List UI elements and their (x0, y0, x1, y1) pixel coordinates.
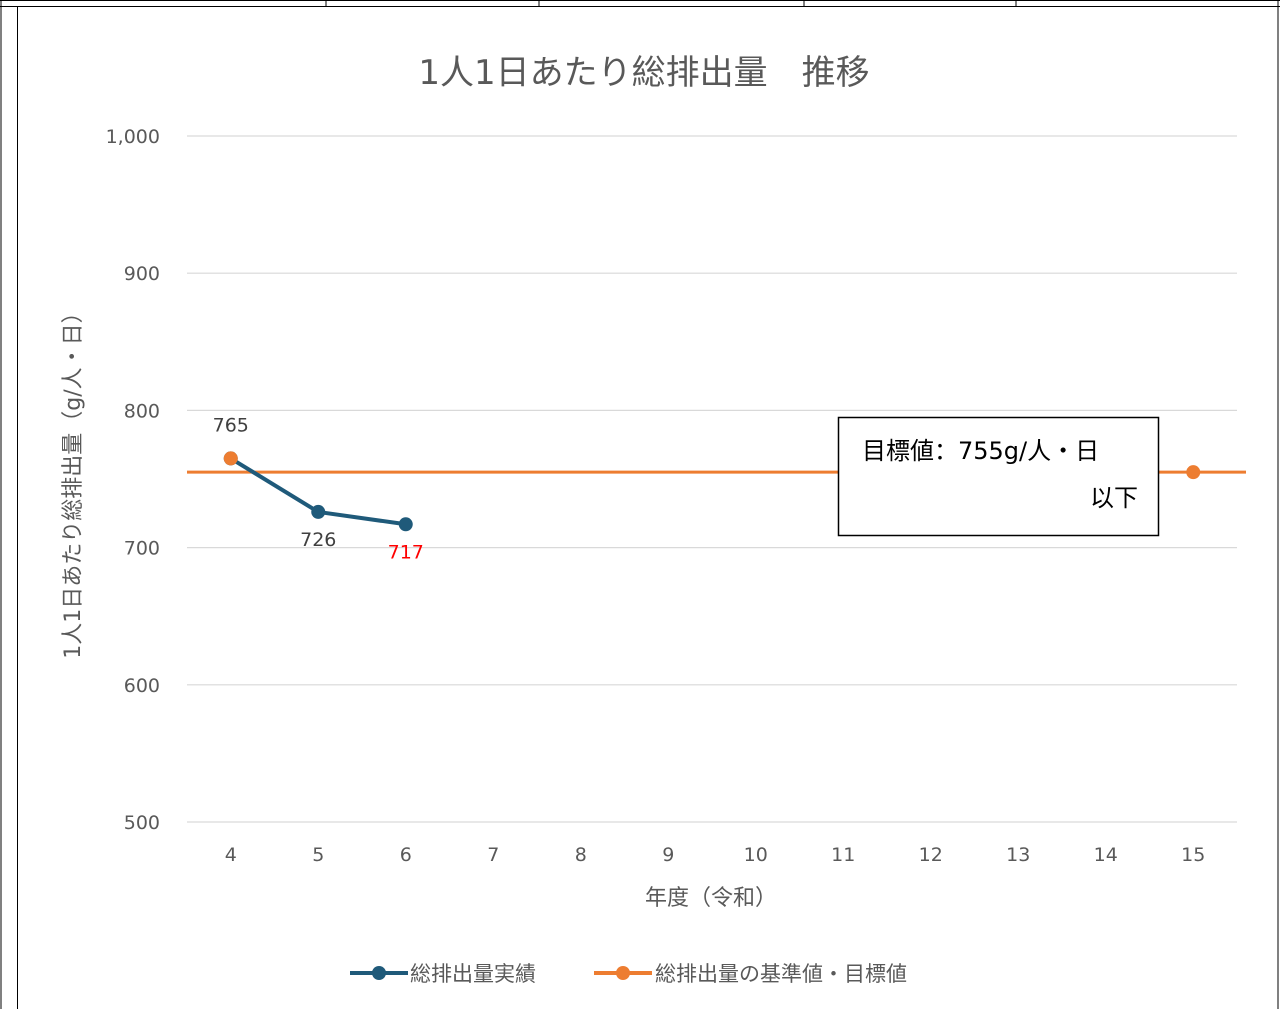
x-tick-label: 12 (919, 844, 943, 866)
legend: 総排出量実績 総排出量の基準値・目標値 (350, 962, 907, 986)
target-annotation: 目標値：755g/人・日 以下 (837, 416, 1160, 537)
x-tick-label: 7 (487, 844, 499, 866)
annotation-prefix: 目標値： (862, 437, 958, 465)
y-tick-label: 1,000 (106, 126, 160, 148)
y-tick-labels: 500 600 700 800 900 1,000 (106, 126, 160, 834)
x-tick-label: 13 (1006, 844, 1030, 866)
legend-marker-actual (372, 966, 386, 980)
x-tick-label: 4 (225, 844, 237, 866)
data-point-actual (398, 517, 413, 532)
y-tick-label: 700 (124, 538, 160, 560)
y-tick-label: 900 (124, 263, 160, 285)
series-layer: 765 726 717 (187, 414, 1246, 563)
x-tick-label: 8 (575, 844, 587, 866)
data-point-target (223, 451, 238, 466)
x-tick-label: 14 (1094, 844, 1118, 866)
x-tick-label: 9 (662, 844, 674, 866)
table-cell-dividers (325, 0, 1017, 7)
data-label: 726 (300, 529, 336, 551)
x-tick-labels: 4 5 6 7 8 9 10 11 12 13 14 15 (225, 844, 1206, 866)
y-tick-label: 500 (124, 812, 160, 834)
legend-label-actual: 総排出量実績 (410, 962, 536, 986)
x-tick-label: 6 (400, 844, 412, 866)
legend-label-target: 総排出量の基準値・目標値 (655, 962, 907, 986)
gridlines (187, 135, 1237, 823)
legend-marker-target (616, 966, 630, 980)
data-point-target (1186, 465, 1201, 480)
data-label: 765 (213, 414, 249, 436)
y-axis-title: 1人1日あたり総排出量（g/人・日） (61, 301, 86, 658)
legend-item-target: 総排出量の基準値・目標値 (594, 962, 907, 986)
annotation-box (837, 416, 1160, 537)
annotation-value: 755g/人・日 (958, 437, 1099, 465)
annotation-line1: 目標値：755g/人・日 (862, 437, 1099, 465)
x-tick-label: 11 (831, 844, 855, 866)
legend-item-actual: 総排出量実績 (350, 962, 536, 986)
chart-title: 1人1日あたり総排出量 推移 (418, 53, 869, 93)
annotation-line2: 以下 (1090, 484, 1138, 512)
x-tick-label: 5 (312, 844, 324, 866)
data-label: 717 (388, 541, 424, 563)
y-tick-label: 600 (124, 675, 160, 697)
x-axis-title: 年度（令和） (645, 886, 777, 911)
data-point-actual (311, 504, 326, 519)
y-tick-label: 800 (124, 400, 160, 422)
x-tick-label: 10 (744, 844, 768, 866)
x-tick-label: 15 (1181, 844, 1205, 866)
